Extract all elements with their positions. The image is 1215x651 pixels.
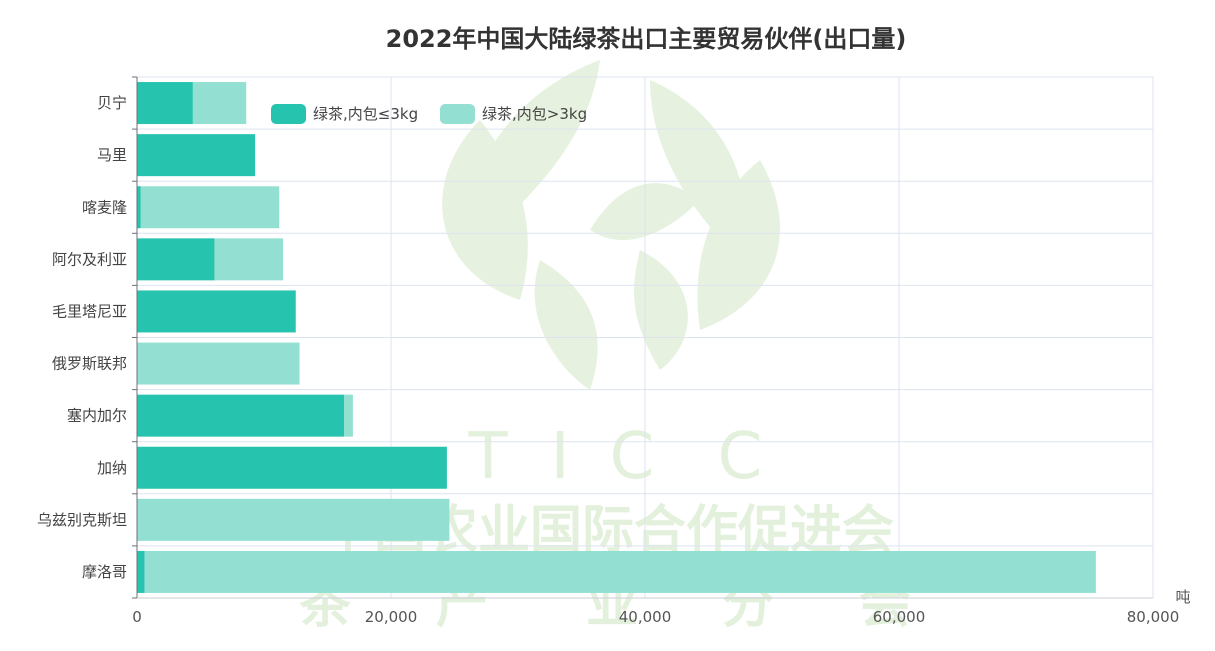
bars	[137, 82, 1096, 593]
category-label: 马里	[97, 146, 127, 164]
bar-segment-2	[344, 394, 353, 437]
legend-item[interactable]: 绿茶,内包≤3kg	[271, 104, 418, 124]
category-label: 贝宁	[97, 94, 127, 112]
x-tick-label: 60,000	[873, 608, 926, 626]
chart-title: 2022年中国大陆绿茶出口主要贸易伙伴(出口量)	[386, 25, 907, 53]
bar-segment-1	[137, 238, 215, 281]
bar-segment-1	[137, 186, 141, 229]
x-tick-label: 40,000	[619, 608, 672, 626]
bar-segment-2	[137, 498, 450, 541]
bar-segment-1	[137, 394, 345, 437]
watermark-letter: T	[467, 420, 508, 494]
bar-segment-1	[137, 82, 193, 125]
category-label: 塞内加尔	[67, 407, 127, 425]
bar-segment-2	[214, 238, 284, 281]
x-tick-label: 20,000	[365, 608, 418, 626]
watermark-letter: C	[718, 420, 763, 494]
leaf-logo-icon	[442, 60, 780, 390]
legend-item[interactable]: 绿茶,内包>3kg	[440, 104, 587, 124]
legend-swatch	[440, 104, 475, 124]
category-label: 摩洛哥	[82, 563, 127, 581]
bar-segment-1	[137, 290, 296, 333]
category-label: 阿尔及利亚	[52, 250, 127, 268]
category-label: 毛里塔尼亚	[52, 302, 127, 320]
bar-segment-1	[137, 134, 256, 177]
x-tick-label: 80,000	[1127, 608, 1180, 626]
legend-swatch	[271, 104, 306, 124]
legend: 绿茶,内包≤3kg 绿茶,内包>3kg	[271, 104, 587, 124]
bar-segment-2	[137, 342, 300, 385]
category-label: 乌兹别克斯坦	[37, 511, 127, 529]
bar-segment-1	[137, 446, 447, 489]
x-axis-unit: 吨	[1175, 588, 1190, 606]
legend-label: 绿茶,内包≤3kg	[313, 105, 418, 123]
x-tick-label: 0	[132, 608, 142, 626]
category-label: 俄罗斯联邦	[52, 355, 127, 373]
watermark-letter: I	[551, 420, 570, 494]
watermark-letter: C	[610, 420, 655, 494]
grid	[137, 76, 1154, 599]
bar-segment-2	[140, 186, 280, 229]
category-label: 加纳	[97, 459, 127, 477]
bar-segment-2	[192, 82, 247, 125]
legend-label: 绿茶,内包>3kg	[482, 105, 587, 123]
bar-segment-1	[137, 550, 145, 593]
bar-segment-2	[144, 550, 1096, 593]
category-label: 喀麦隆	[82, 198, 127, 216]
